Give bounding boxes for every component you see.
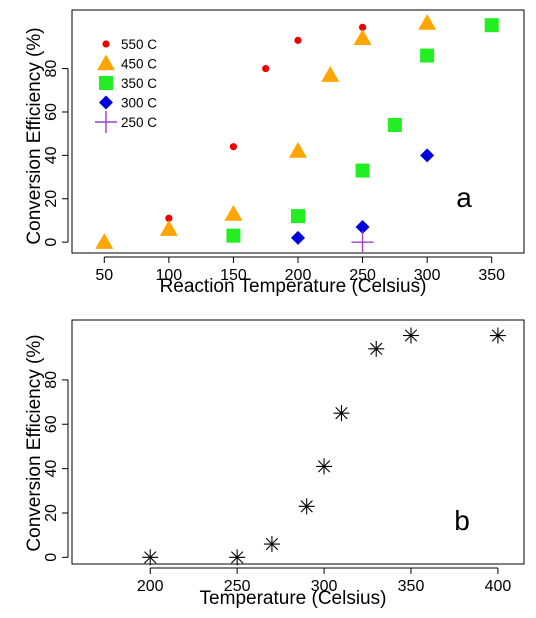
panel-a-data-point	[291, 209, 305, 224]
legend-label: 450 C	[121, 57, 157, 72]
panel-b-data-point	[298, 498, 315, 515]
panel-a-x-tick-label: 50	[95, 267, 113, 284]
panel-b: 200 250 300 350 400 0 20 40 60 80 Temperature (C…	[24, 319, 525, 609]
panel-a-x-tick-label: 100	[156, 267, 183, 284]
panel-a-data-point	[353, 29, 372, 45]
legend-marker	[102, 40, 110, 48]
panel-a-x-tick-label: 200	[285, 267, 312, 284]
legend-label: 250 C	[121, 115, 157, 130]
panel-a-data-point	[351, 231, 374, 254]
panel-a-data-point	[95, 233, 114, 249]
panel-a-data-point	[291, 230, 305, 245]
legend-marker	[99, 95, 113, 110]
panel-b-data-point	[229, 549, 246, 566]
panel-b-y-tick-label: 80	[43, 371, 60, 389]
panel-a-data-point	[418, 14, 437, 30]
panel-a-data-point	[355, 163, 370, 178]
panel-a-data-point	[321, 66, 340, 82]
panel-a-y-tick-label: 20	[43, 190, 60, 208]
panel-a-x-axis-label: Reaction Temperature (Celsius)	[160, 276, 427, 297]
legend-label: 300 C	[121, 96, 157, 111]
panel-a-x-tick-label: 350	[478, 267, 505, 284]
panel-b-data-point	[333, 405, 350, 422]
panel-b-data-point	[403, 327, 419, 344]
legend-label: 550 C	[121, 37, 157, 52]
panel-b-plot-frame	[71, 319, 525, 565]
panel-a-data-point	[420, 148, 435, 163]
legend-marker	[99, 76, 113, 90]
panel-b-x-tick-label: 250	[224, 578, 251, 595]
panel-a-x-tick-label: 250	[349, 267, 376, 284]
panel-b-data-point	[368, 340, 385, 357]
panel-a-points	[95, 14, 499, 254]
panel-b-y-tick-label: 0	[43, 553, 60, 562]
panel-a-x-axis: 50 100 150 200 250 300 350	[95, 256, 505, 284]
panel-b-points	[142, 327, 506, 566]
panel-b-y-tick-label: 20	[43, 504, 60, 522]
panel-a-y-axis-label: Conversion Efficiency (%)	[24, 27, 45, 244]
panel-a: 50 100 150 200 250 300 350 0 20 40 60 80 550 C 450 …	[24, 9, 525, 297]
panel-a-x-tick-label: 150	[220, 267, 247, 284]
panel-a-data-point	[358, 23, 367, 31]
panel-a-y-tick-label: 0	[43, 238, 60, 247]
panel-a-data-point	[159, 220, 178, 236]
panel-b-data-point	[489, 327, 506, 344]
panel-a-y-tick-label: 40	[43, 146, 60, 164]
legend-marker	[97, 54, 115, 71]
panel-a-y-tick-label: 60	[43, 103, 60, 121]
panel-a-plot-frame	[71, 9, 525, 254]
panel-b-letter: b	[454, 505, 470, 536]
panel-b-data-point	[142, 549, 159, 566]
panel-a-data-point	[289, 142, 307, 158]
panel-a-data-point	[355, 219, 370, 234]
panel-b-x-axis: 200 250 300 350 400	[137, 567, 512, 595]
panel-b-x-tick-label: 400	[485, 578, 512, 595]
panel-a-data-point	[262, 64, 270, 73]
panel-a-data-point	[224, 204, 243, 221]
panel-b-x-tick-label: 300	[311, 578, 338, 595]
panel-a-legend: 550 C 450 C 350 C 300 C 250 C	[95, 37, 157, 133]
panel-a-y-axis: 0 20 40 60 80	[43, 60, 69, 247]
panel-b-y-tick-label: 60	[43, 415, 60, 433]
legend-label: 350 C	[121, 76, 157, 91]
panel-b-y-axis-label: Conversion Efficiency (%)	[24, 334, 45, 551]
panel-b-x-axis-label: Temperature (Celsius)	[200, 588, 387, 609]
panel-a-data-point	[229, 143, 238, 151]
panel-a-data-point	[420, 48, 435, 63]
panel-b-x-tick-label: 350	[398, 578, 425, 595]
panel-b-x-tick-label: 200	[137, 578, 164, 595]
legend-marker	[95, 111, 117, 133]
panel-a-data-point	[226, 228, 241, 243]
panel-b-y-tick-label: 40	[43, 460, 60, 478]
panel-a-data-point	[484, 18, 499, 33]
panel-a-letter: a	[456, 182, 472, 213]
panel-a-data-point	[294, 36, 302, 44]
panel-b-data-point	[316, 458, 333, 475]
panel-b-data-point	[263, 536, 280, 553]
panel-a-data-point	[165, 214, 173, 222]
panel-b-y-axis: 0 20 40 60 80	[43, 371, 69, 562]
panel-a-y-tick-label: 80	[43, 60, 60, 78]
panel-a-data-point	[387, 117, 402, 132]
panel-a-x-tick-label: 300	[414, 267, 441, 284]
